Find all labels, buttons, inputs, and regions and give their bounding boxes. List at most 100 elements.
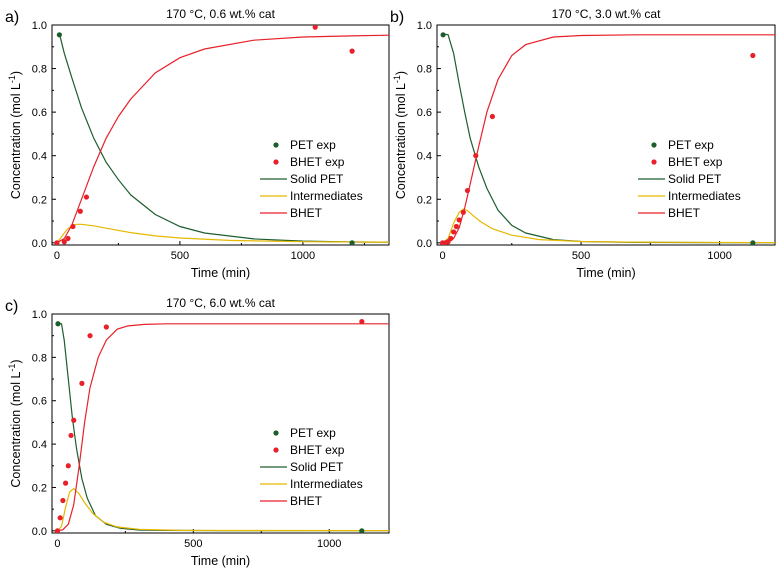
series-line-solid-pet bbox=[58, 33, 389, 243]
plot-data bbox=[54, 318, 389, 533]
y-tick-label: 0.6 bbox=[417, 107, 432, 119]
legend-label: PET exp bbox=[290, 138, 336, 152]
y-tick-label: 0.8 bbox=[32, 352, 47, 364]
series-line-bhet bbox=[442, 34, 775, 244]
legend-marker bbox=[273, 447, 279, 453]
data-point-bhet-exp bbox=[349, 48, 355, 54]
series-line-intermediates bbox=[442, 208, 775, 244]
data-point-bhet-exp bbox=[456, 217, 462, 223]
data-point-bhet-exp bbox=[77, 208, 83, 214]
y-tick-label: 1.0 bbox=[417, 20, 432, 32]
chart-panel-3: 0.0 0.2 0.4 0.6 0.8 1.0 0 500 1000 Time (min) Conc… bbox=[5, 296, 390, 568]
x-tick-label: 500 bbox=[184, 538, 202, 550]
data-point-bhet-exp bbox=[451, 229, 457, 235]
series-line-solid-pet bbox=[57, 322, 389, 532]
data-point-bhet-exp bbox=[103, 324, 109, 330]
y-axis-label-end: ) bbox=[9, 359, 23, 363]
series-line-solid-pet bbox=[442, 33, 775, 244]
legend-label: BHET exp bbox=[290, 155, 345, 169]
panel-label: a) bbox=[5, 9, 19, 26]
legend-label: BHET bbox=[668, 206, 701, 220]
x-axis-label: Time (min) bbox=[191, 266, 250, 280]
data-point-bhet-exp bbox=[448, 235, 454, 242]
legend-label: PET exp bbox=[290, 426, 336, 440]
y-tick-label: 0.2 bbox=[417, 194, 432, 206]
data-point-pet-exp bbox=[440, 32, 446, 38]
plot-frame bbox=[436, 24, 776, 246]
legend-label: PET exp bbox=[668, 138, 714, 152]
y-tick-label: 0.8 bbox=[417, 64, 432, 76]
y-tick-label: 0.8 bbox=[32, 64, 47, 76]
data-point-bhet-exp bbox=[83, 194, 90, 200]
legend: PET exp BHET exp Solid PET Intermediates BHE… bbox=[638, 138, 741, 220]
legend-label: Solid PET bbox=[290, 172, 344, 186]
panel-label: c) bbox=[5, 298, 18, 315]
chart-title: 170 °C, 3.0 wt.% cat bbox=[552, 7, 662, 21]
data-point-bhet-exp bbox=[54, 528, 61, 533]
plot-frame bbox=[51, 24, 390, 246]
data-point-pet-exp bbox=[349, 240, 355, 245]
data-point-bhet-exp bbox=[62, 480, 69, 486]
data-point-bhet-exp bbox=[68, 432, 74, 439]
y-axis-label-superscript: -1 bbox=[7, 75, 17, 83]
y-axis-label-end: ) bbox=[394, 71, 408, 75]
legend-label: Intermediates bbox=[290, 477, 363, 491]
y-tick-label: 0.6 bbox=[32, 107, 47, 119]
data-point-bhet-exp bbox=[489, 113, 496, 120]
series-line-intermediates bbox=[56, 223, 389, 244]
legend-marker bbox=[651, 142, 657, 148]
legend-label: Solid PET bbox=[668, 172, 722, 186]
legend: PET exp BHET exp Solid PET Intermediates BHE… bbox=[260, 138, 363, 220]
data-point-bhet-exp bbox=[460, 209, 466, 215]
x-tick-label: 500 bbox=[171, 250, 189, 262]
legend-marker bbox=[273, 159, 279, 165]
x-tick-label: 0 bbox=[54, 538, 60, 550]
y-axis-label-main: Concentration (mol L bbox=[9, 372, 23, 488]
data-point-bhet-exp bbox=[750, 52, 756, 59]
data-point-bhet-exp bbox=[464, 187, 471, 194]
series-line-intermediates bbox=[56, 487, 389, 532]
y-axis-label-main: Concentration (mol L bbox=[394, 83, 408, 199]
data-point-bhet-exp bbox=[87, 333, 93, 339]
y-axis-label-superscript: -1 bbox=[7, 364, 17, 372]
x-tick-label: 1000 bbox=[707, 250, 731, 262]
x-tick-label: 0 bbox=[54, 250, 60, 262]
y-tick-label: 0.0 bbox=[32, 526, 47, 538]
data-point-bhet-exp bbox=[61, 239, 67, 245]
y-tick-label: 0.4 bbox=[417, 151, 432, 163]
legend: PET exp BHET exp Solid PET Intermediates BHE… bbox=[260, 426, 363, 508]
data-point-bhet-exp bbox=[473, 153, 479, 159]
x-tick-label: 1000 bbox=[291, 250, 315, 262]
data-point-bhet-exp bbox=[79, 380, 85, 386]
y-tick-label: 0.0 bbox=[417, 238, 432, 250]
series-line-bhet bbox=[56, 34, 389, 244]
legend-marker bbox=[651, 159, 657, 165]
data-point-bhet-exp bbox=[70, 223, 76, 230]
y-tick-label: 0.2 bbox=[32, 194, 47, 206]
legend-marker bbox=[273, 142, 279, 148]
x-tick-label: 1000 bbox=[317, 538, 341, 550]
y-tick-label: 0.0 bbox=[32, 238, 47, 250]
y-tick-label: 0.6 bbox=[32, 396, 47, 408]
panel-label: b) bbox=[390, 9, 404, 26]
data-point-bhet-exp bbox=[60, 497, 66, 504]
data-point-pet-exp bbox=[56, 32, 62, 38]
series-line-bhet bbox=[57, 323, 389, 532]
legend-label: Intermediates bbox=[290, 189, 363, 203]
data-point-bhet-exp bbox=[57, 515, 63, 521]
chart-title: 170 °C, 6.0 wt.% cat bbox=[166, 296, 276, 310]
x-axis-label: Time (min) bbox=[191, 554, 250, 568]
data-point-bhet-exp bbox=[71, 417, 77, 423]
legend-label: BHET bbox=[290, 206, 323, 220]
y-axis-label-superscript: -1 bbox=[392, 75, 402, 83]
legend-label: BHET exp bbox=[290, 443, 345, 457]
legend-label: Intermediates bbox=[668, 189, 741, 203]
y-tick-label: 1.0 bbox=[32, 20, 47, 32]
x-tick-label: 500 bbox=[572, 250, 590, 262]
data-point-bhet-exp bbox=[312, 25, 318, 30]
chart-panel-2: 0.0 0.2 0.4 0.6 0.8 1.0 0 500 1000 Time (min) Conc… bbox=[390, 7, 776, 280]
legend-label: BHET bbox=[290, 494, 323, 508]
plot-data bbox=[54, 25, 389, 245]
legend-label: BHET exp bbox=[668, 155, 723, 169]
